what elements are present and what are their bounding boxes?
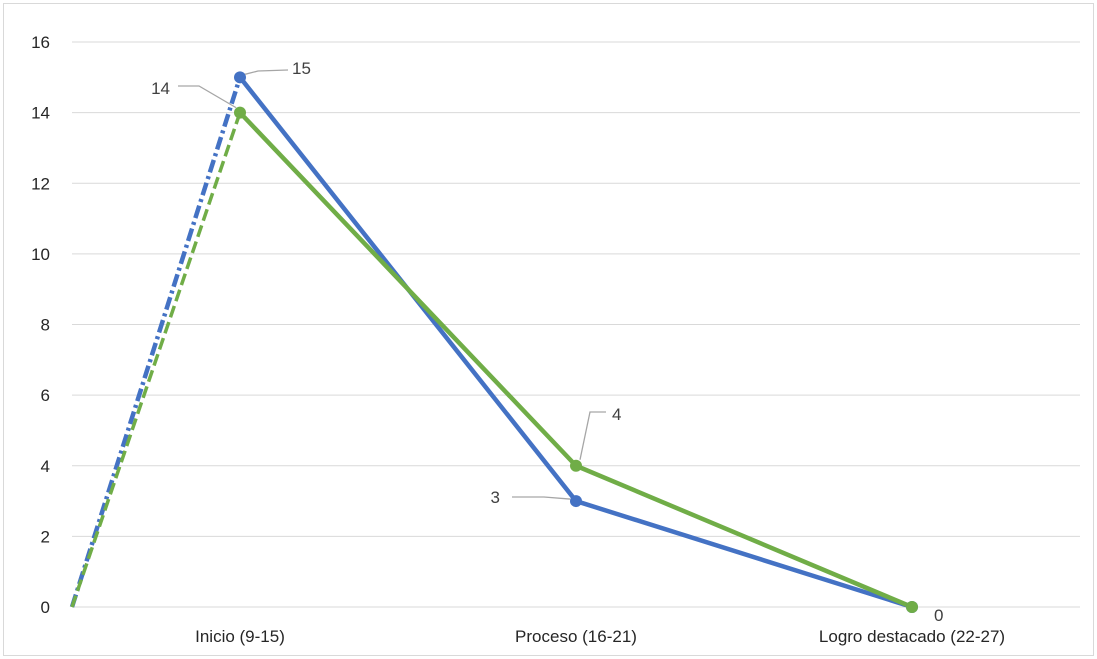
- data-label: 15: [292, 59, 311, 78]
- leader-line: [512, 496, 571, 500]
- y-tick-label: 4: [41, 457, 50, 476]
- y-tick-label: 10: [31, 245, 50, 264]
- series-group: [69, 71, 918, 613]
- series-lead-in-line: [69, 76, 243, 608]
- y-axis: 0 2 4 6 8 10 12 14 16: [31, 33, 50, 617]
- x-tick-label: Inicio (9-15): [195, 627, 285, 646]
- data-labels: 15 3 0 14 4: [151, 59, 943, 625]
- y-tick-label: 2: [41, 527, 50, 546]
- data-point: [906, 601, 918, 613]
- series-1: [69, 75, 913, 610]
- data-point: [234, 71, 246, 84]
- series-2: [70, 111, 913, 610]
- leader-line: [579, 411, 606, 460]
- y-tick-label: 12: [31, 174, 50, 193]
- chart-area: [3, 3, 1094, 656]
- data-label: 4: [612, 405, 621, 424]
- y-tick-label: 0: [41, 598, 50, 617]
- x-tick-label: Proceso (16-21): [515, 627, 637, 646]
- series-line: [238, 75, 913, 610]
- data-label: 3: [491, 488, 500, 507]
- leader-line: [178, 85, 237, 109]
- data-label: 0: [934, 606, 943, 625]
- data-point: [570, 495, 582, 508]
- x-axis: Inicio (9-15) Proceso (16-21) Logro destac…: [195, 627, 1005, 646]
- series-lead-in-line: [70, 112, 242, 608]
- y-tick-label: 8: [41, 316, 50, 335]
- x-tick-label: Logro destacado (22-27): [819, 627, 1005, 646]
- y-tick-label: 6: [41, 386, 50, 405]
- y-tick-label: 16: [31, 33, 50, 52]
- y-tick-label: 14: [31, 104, 50, 123]
- data-point: [234, 106, 246, 119]
- leader-line: [244, 69, 289, 75]
- gridlines: [72, 41, 1080, 608]
- data-label: 14: [151, 79, 170, 98]
- series-line: [238, 111, 913, 610]
- data-point: [570, 459, 582, 472]
